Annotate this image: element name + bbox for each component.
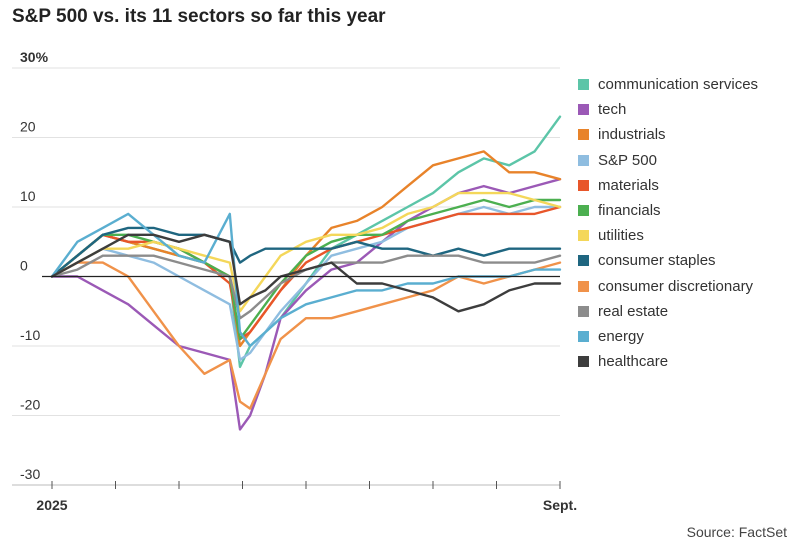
series-line-consumer-discretionary <box>50 261 562 410</box>
series-line-utilities <box>50 191 562 313</box>
series-line-real-estate <box>50 254 562 320</box>
legend-item: industrials <box>578 122 758 147</box>
legend-label: materials <box>598 176 659 194</box>
legend-item: consumer discretionary <box>578 274 758 299</box>
legend: communication services tech industrials S&P… <box>578 72 758 374</box>
legend-label: real estate <box>598 302 669 320</box>
legend-label: industrials <box>598 126 666 144</box>
legend-item: real estate <box>578 299 758 324</box>
legend-item: consumer staples <box>578 248 758 273</box>
legend-swatch <box>578 179 589 191</box>
series-line-materials <box>50 205 562 341</box>
legend-swatch <box>578 356 589 368</box>
legend-label: S&P 500 <box>598 151 657 169</box>
legend-label: healthcare <box>598 353 669 371</box>
legend-swatch <box>578 330 589 342</box>
legend-label: consumer discretionary <box>598 277 754 295</box>
legend-label: utilities <box>598 227 644 245</box>
legend-swatch <box>578 305 589 317</box>
legend-item: S&P 500 <box>578 148 758 173</box>
legend-swatch <box>578 205 589 217</box>
legend-item: communication services <box>578 72 758 97</box>
legend-label: consumer staples <box>598 252 716 270</box>
legend-item: financials <box>578 198 758 223</box>
legend-label: financials <box>598 202 661 220</box>
x-tick-label: Sept. <box>543 497 577 513</box>
legend-item: energy <box>578 324 758 349</box>
y-tick-label: -10 <box>20 327 40 343</box>
legend-item: utilities <box>578 223 758 248</box>
y-tick-label: -30 <box>20 466 40 482</box>
legend-swatch <box>578 154 589 166</box>
y-tick-label: -20 <box>20 397 40 413</box>
legend-label: energy <box>598 327 644 345</box>
legend-swatch <box>578 230 589 242</box>
y-tick-label: 20 <box>20 119 36 135</box>
legend-item: materials <box>578 173 758 198</box>
legend-swatch <box>578 79 589 91</box>
legend-label: communication services <box>598 76 759 94</box>
legend-swatch <box>578 280 589 292</box>
legend-item: tech <box>578 97 758 122</box>
x-tick-label: 2025 <box>36 497 67 513</box>
y-tick-label: 10 <box>20 188 36 204</box>
source-note: Source: FactSet <box>686 524 787 540</box>
legend-swatch <box>578 129 589 141</box>
series-line-healthcare <box>50 233 562 313</box>
legend-label: tech <box>598 101 627 119</box>
y-tick-label: 0 <box>20 258 28 274</box>
y-tick-label: 30% <box>20 49 49 65</box>
legend-swatch <box>578 255 589 267</box>
series-line-s-p-500 <box>50 205 562 362</box>
chart-title: S&P 500 vs. its 11 sectors so far this y… <box>12 6 386 27</box>
legend-item: healthcare <box>578 349 758 374</box>
legend-swatch <box>578 104 589 116</box>
